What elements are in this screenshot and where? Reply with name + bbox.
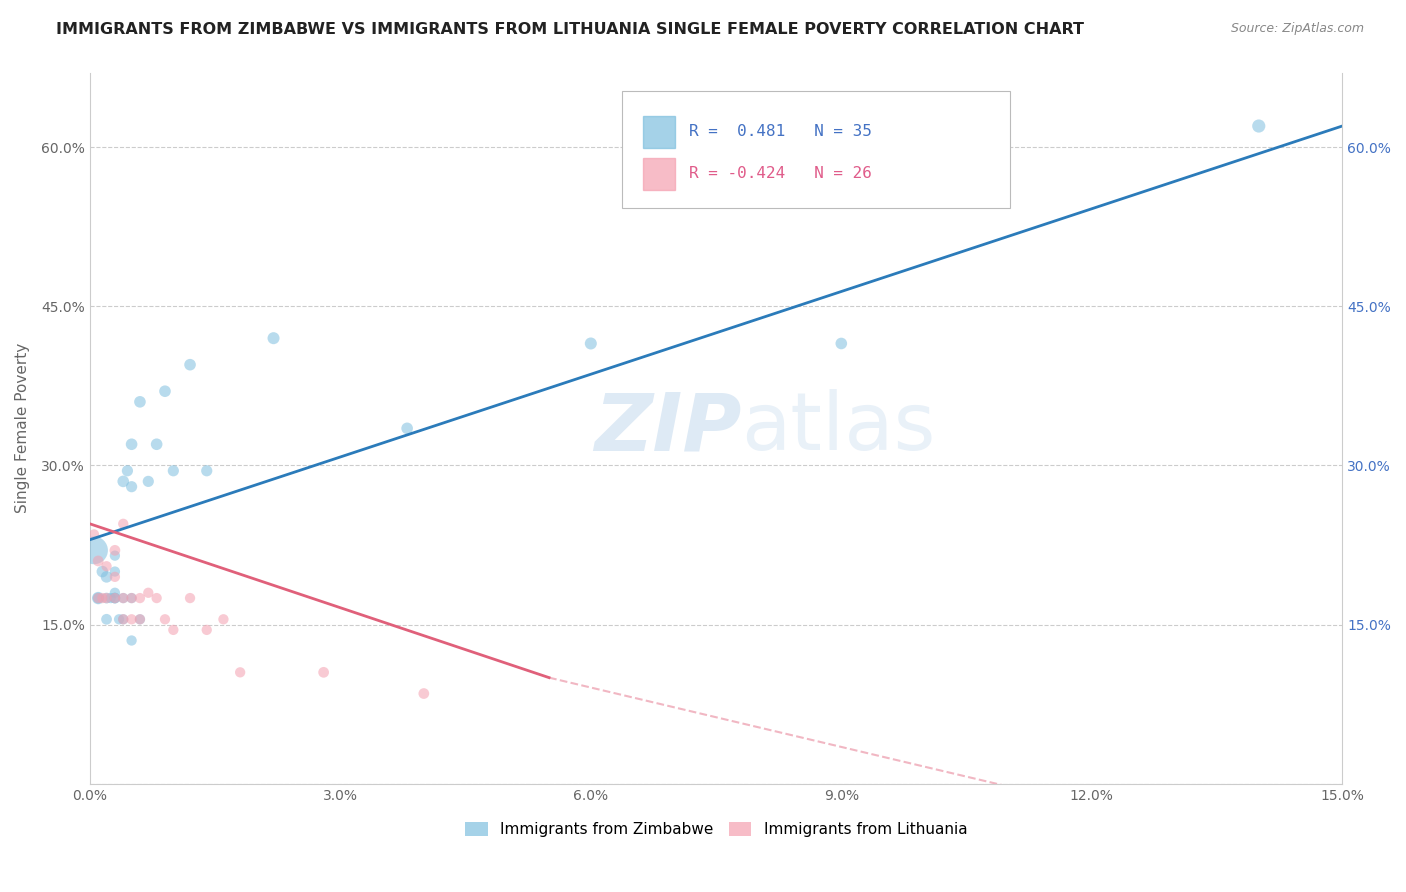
Point xyxy=(396,421,419,435)
Point xyxy=(145,591,167,605)
Legend: Immigrants from Zimbabwe, Immigrants from Lithuania: Immigrants from Zimbabwe, Immigrants fro… xyxy=(458,816,973,844)
Point xyxy=(117,464,139,478)
Point xyxy=(121,633,143,648)
Point xyxy=(112,612,135,626)
Y-axis label: Single Female Poverty: Single Female Poverty xyxy=(15,343,30,514)
Text: R =  0.481   N = 35: R = 0.481 N = 35 xyxy=(689,124,872,139)
FancyBboxPatch shape xyxy=(621,91,1011,208)
Point xyxy=(83,543,105,558)
Point xyxy=(129,394,152,409)
Bar xyxy=(644,116,675,147)
Point xyxy=(136,586,159,600)
Point xyxy=(112,612,135,626)
Point xyxy=(108,612,131,626)
Point xyxy=(104,549,127,563)
Point xyxy=(136,475,159,489)
Point xyxy=(212,612,235,626)
Text: Source: ZipAtlas.com: Source: ZipAtlas.com xyxy=(1230,22,1364,36)
Point xyxy=(121,437,143,451)
Point xyxy=(121,591,143,605)
Point xyxy=(104,565,127,579)
Point xyxy=(129,591,152,605)
Point xyxy=(153,384,176,399)
Point xyxy=(121,591,143,605)
Point xyxy=(100,591,122,605)
Point xyxy=(87,591,110,605)
Bar xyxy=(644,158,675,190)
Point xyxy=(162,623,184,637)
Point xyxy=(96,570,118,584)
Point xyxy=(104,591,127,605)
Point xyxy=(179,591,201,605)
Point xyxy=(579,336,602,351)
Point xyxy=(96,559,118,574)
Point xyxy=(129,612,152,626)
Point xyxy=(104,591,127,605)
Point xyxy=(104,570,127,584)
Point xyxy=(112,591,135,605)
Point xyxy=(145,437,167,451)
Text: IMMIGRANTS FROM ZIMBABWE VS IMMIGRANTS FROM LITHUANIA SINGLE FEMALE POVERTY CORR: IMMIGRANTS FROM ZIMBABWE VS IMMIGRANTS F… xyxy=(56,22,1084,37)
Point xyxy=(312,665,335,680)
Point xyxy=(96,612,118,626)
Point xyxy=(1247,119,1270,133)
Point xyxy=(96,591,118,605)
Point xyxy=(195,464,218,478)
Point xyxy=(104,591,127,605)
Point xyxy=(121,480,143,494)
Point xyxy=(412,687,434,701)
Point xyxy=(96,591,118,605)
Point xyxy=(129,612,152,626)
Point xyxy=(91,591,114,605)
Point xyxy=(112,591,135,605)
Point xyxy=(263,331,285,345)
Point xyxy=(195,623,218,637)
Point xyxy=(87,591,110,605)
Point xyxy=(87,591,110,605)
Point xyxy=(104,543,127,558)
Point xyxy=(112,475,135,489)
Point xyxy=(112,516,135,531)
Point xyxy=(83,527,105,541)
Text: atlas: atlas xyxy=(741,389,935,467)
Text: R = -0.424   N = 26: R = -0.424 N = 26 xyxy=(689,167,872,181)
Point xyxy=(179,358,201,372)
Point xyxy=(104,586,127,600)
Point xyxy=(830,336,852,351)
Point xyxy=(162,464,184,478)
Point xyxy=(91,565,114,579)
Text: ZIP: ZIP xyxy=(593,389,741,467)
Point xyxy=(87,554,110,568)
Point xyxy=(229,665,252,680)
Point xyxy=(121,612,143,626)
Point xyxy=(153,612,176,626)
